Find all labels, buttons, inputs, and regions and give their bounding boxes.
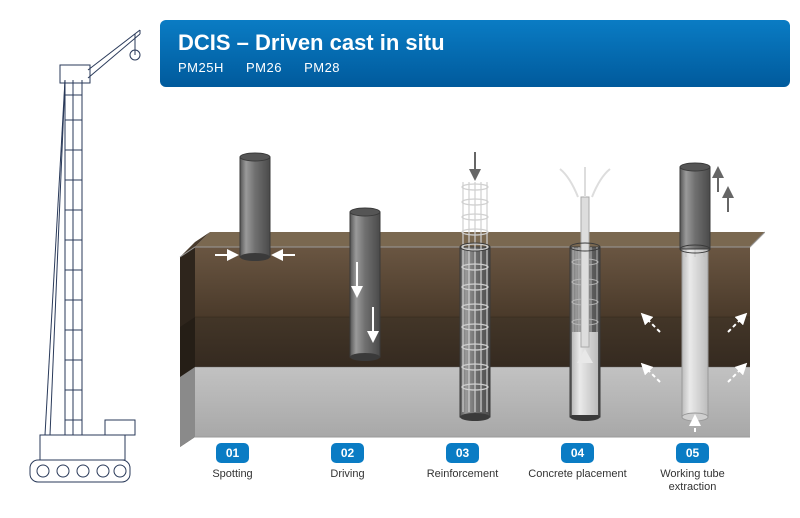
header-subcodes: PM25H PM26 PM28: [178, 60, 772, 75]
step-label: Spotting: [178, 468, 288, 481]
step: 03 Reinforcement: [408, 443, 518, 494]
drilling-rig-illustration: [10, 20, 160, 500]
step-label: Working tube extraction: [638, 468, 748, 494]
steps-row: 01 Spotting 02 Driving 03 Reinforcement …: [160, 443, 765, 494]
subcode: PM28: [304, 60, 340, 75]
step: 02 Driving: [293, 443, 403, 494]
step: 01 Spotting: [178, 443, 288, 494]
header-title: DCIS – Driven cast in situ: [178, 30, 772, 56]
step: 04 Concrete placement: [523, 443, 633, 494]
step-badge: 02: [331, 443, 364, 463]
step-label: Driving: [293, 468, 403, 481]
subcode: PM26: [246, 60, 282, 75]
step-02-graphic: [350, 208, 380, 361]
step-badge: 05: [676, 443, 709, 463]
step-03-graphic: [460, 152, 490, 421]
step-badge: 03: [446, 443, 479, 463]
process-diagram: 01 Spotting 02 Driving 03 Reinforcement …: [160, 97, 765, 492]
step: 05 Working tube extraction: [638, 443, 748, 494]
step-badge: 04: [561, 443, 594, 463]
step-label: Reinforcement: [408, 468, 518, 481]
subcode: PM25H: [178, 60, 224, 75]
header-bar: DCIS – Driven cast in situ PM25H PM26 PM…: [160, 20, 790, 87]
step-badge: 01: [216, 443, 249, 463]
step-label: Concrete placement: [523, 468, 633, 481]
